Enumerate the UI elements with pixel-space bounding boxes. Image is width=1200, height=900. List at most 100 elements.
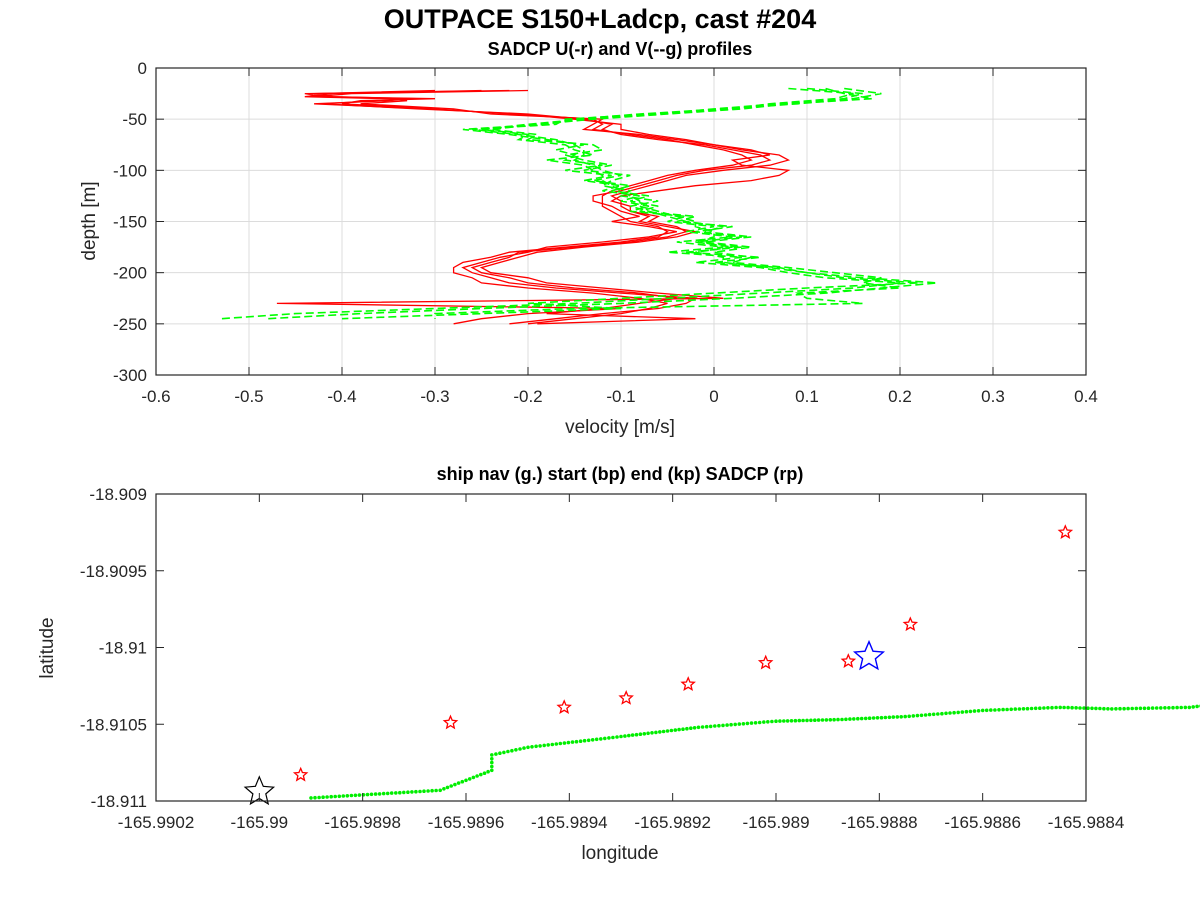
nav-track-point: [665, 729, 670, 733]
nav-track-point: [377, 792, 382, 796]
nav-track-point: [502, 750, 506, 755]
nav-track-point: [785, 719, 790, 723]
nav-track-point: [952, 710, 956, 715]
velocity-plot-ylabel: depth [m]: [79, 181, 100, 260]
nav-track-point: [1009, 707, 1013, 712]
nav-track-point: [464, 778, 468, 783]
nav-track-point: [490, 753, 494, 757]
v-velocity-profile-line: [341, 87, 919, 320]
velocity-y-tick-label: -250: [113, 315, 147, 334]
nav-x-tick-label: -165.9888: [841, 813, 918, 832]
nav-track-point: [993, 708, 997, 712]
nav-track-point: [1046, 706, 1050, 710]
nav-track-point: [1005, 707, 1009, 712]
nav-track-point: [373, 792, 378, 796]
ship-nav-plot-ticks: -165.9902 -165.99 -165.9898 -165.9896 -165.9…: [80, 485, 1124, 832]
nav-track-point: [725, 723, 729, 727]
nav-track-point: [840, 717, 844, 722]
nav-track-point: [749, 721, 754, 725]
nav-track-point: [1078, 706, 1082, 710]
nav-track-point: [594, 737, 599, 742]
nav-track-point: [968, 709, 973, 714]
nav-track-point: [972, 709, 977, 713]
nav-track-point: [721, 723, 725, 728]
nav-track-point: [1025, 706, 1030, 711]
nav-track-point: [960, 710, 965, 714]
nav-track-point: [1013, 707, 1018, 711]
nav-track-point: [859, 716, 864, 721]
nav-y-tick-label: -18.9105: [80, 715, 147, 734]
nav-track-point: [402, 790, 406, 795]
nav-track-point: [936, 712, 940, 716]
nav-track-point: [615, 735, 619, 739]
nav-track-point: [689, 726, 693, 730]
nav-track-point: [434, 788, 438, 793]
nav-track-point: [1167, 706, 1171, 710]
nav-track-point: [964, 709, 969, 714]
velocity-y-tick-label: -50: [122, 110, 147, 129]
nav-track-point: [554, 742, 559, 746]
nav-track-point: [1021, 707, 1026, 711]
nav-track-point: [797, 718, 802, 723]
nav-track-point: [733, 722, 737, 727]
nav-track-point: [418, 789, 422, 794]
nav-track-point: [1150, 706, 1155, 710]
sadcp-point-star: [840, 653, 857, 669]
nav-track-point: [627, 733, 631, 738]
nav-track-point: [863, 716, 868, 721]
nav-track-point: [410, 790, 414, 794]
nav-y-tick-label: -18.911: [91, 792, 147, 811]
ship-nav-plot-ylabel: latitude: [37, 617, 58, 678]
nav-track-point: [430, 788, 434, 793]
nav-track-point: [887, 715, 892, 720]
nav-track-point: [1017, 707, 1022, 711]
velocity-x-tick-label: 0.2: [888, 387, 912, 406]
nav-track-point: [603, 736, 607, 741]
ship-nav-plot-xlabel: longitude: [581, 843, 658, 864]
nav-track-point: [1154, 706, 1159, 710]
nav-track-point: [789, 719, 794, 723]
nav-track-point: [895, 715, 900, 719]
nav-track-point: [673, 728, 678, 732]
nav-track-point: [1098, 706, 1102, 711]
sadcp-point-star: [292, 766, 309, 782]
nav-track-point: [801, 718, 805, 723]
nav-track-point: [1187, 705, 1192, 710]
nav-track-point: [650, 731, 654, 735]
nav-track-point: [471, 775, 476, 780]
v-velocity-profile-line: [434, 87, 901, 319]
nav-track-point: [692, 726, 697, 730]
nav-track-point: [782, 719, 786, 723]
nav-track-point: [642, 732, 647, 736]
velocity-x-tick-label: 0: [709, 387, 718, 406]
nav-track-point: [607, 736, 611, 740]
nav-track-point: [852, 717, 856, 721]
velocity-plot-ticks: -0.6 -0.5 -0.4 -0.3 -0.2 -0.1 0 0.1 0.2 0.3 0.4 0 -5…: [113, 59, 1098, 406]
nav-track-point: [1058, 705, 1062, 710]
velocity-x-tick-label: 0.4: [1074, 387, 1098, 406]
nav-x-tick-label: -165.9898: [324, 813, 401, 832]
nav-track-point: [762, 720, 766, 724]
nav-track-point: [1142, 706, 1147, 711]
nav-track-point: [828, 718, 833, 722]
nav-track-point: [365, 792, 370, 797]
nav-track-point: [907, 714, 911, 719]
nav-track-point: [414, 789, 418, 794]
nav-track-point: [542, 743, 546, 748]
nav-track-point: [976, 709, 981, 713]
nav-x-tick-label: -165.99: [230, 813, 288, 832]
nav-y-tick-label: -18.909: [89, 485, 147, 504]
nav-track-point: [526, 745, 530, 750]
nav-track-point: [911, 714, 916, 718]
sadcp-point-star: [902, 616, 919, 632]
nav-track-point: [931, 712, 936, 717]
nav-track-point: [546, 743, 550, 747]
nav-track-point: [578, 739, 583, 743]
nav-track-point: [534, 744, 538, 749]
ship-nav-plot: ship nav (g.) start (bp) end (kp) SADCP …: [37, 464, 1200, 864]
nav-track-point: [669, 728, 674, 733]
velocity-plot-series: [221, 87, 938, 325]
nav-track-point: [927, 712, 932, 717]
nav-track-point: [1183, 705, 1188, 710]
